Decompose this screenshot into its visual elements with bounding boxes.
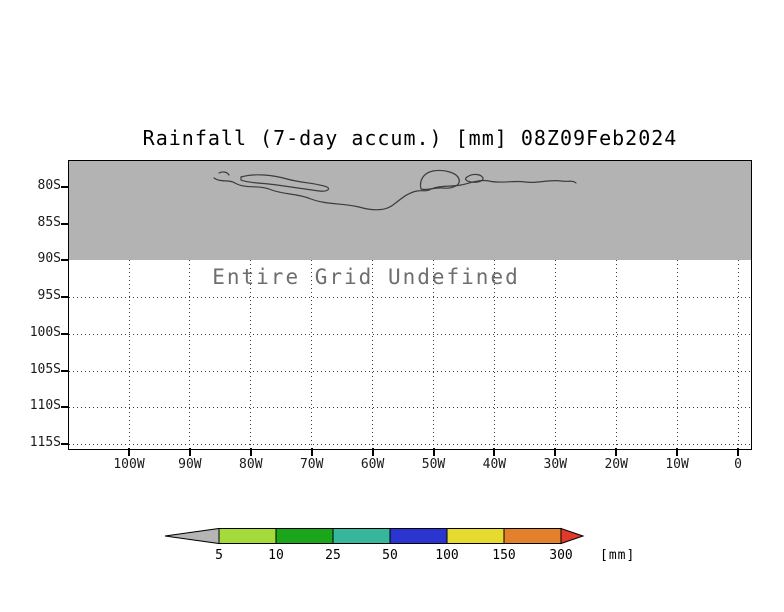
y-tick-mark	[61, 223, 69, 225]
x-tick-label: 90W	[178, 457, 202, 472]
y-tick-label: 105S	[29, 362, 61, 377]
x-tick-label: 80W	[239, 457, 263, 472]
x-tick-label: 100W	[113, 457, 145, 472]
colorbar-segment	[275, 528, 334, 544]
y-gridline	[69, 296, 750, 298]
x-tick-mark	[128, 448, 130, 456]
colorbar-level-label: 10	[268, 548, 284, 563]
x-tick-label: 20W	[604, 457, 628, 472]
y-tick-label: 85S	[37, 215, 61, 230]
colorbar-unit-label: [mm]	[600, 548, 636, 563]
colorbar-segment	[446, 528, 505, 544]
x-gridline	[311, 260, 313, 448]
y-tick-label: 115S	[29, 435, 61, 450]
colorbar-segment	[218, 528, 277, 544]
colorbar-level-label: 25	[325, 548, 341, 563]
x-tick-label: 40W	[482, 457, 507, 472]
x-tick-label: 60W	[360, 457, 385, 472]
y-tick-mark	[61, 296, 69, 298]
x-tick-label: 30W	[543, 457, 568, 472]
colorbar-arrow-right	[560, 527, 585, 545]
y-tick-mark	[61, 333, 69, 335]
x-tick-mark	[310, 448, 313, 456]
y-tick-label: 90S	[37, 251, 61, 266]
colorbar-level-label: 5	[215, 548, 223, 563]
coastline-main	[213, 177, 577, 211]
coastline-ribbon	[240, 174, 330, 192]
colorbar-arrow-left	[164, 527, 220, 545]
colorbar-scale	[164, 527, 585, 545]
y-tick-label: 100S	[29, 325, 61, 340]
y-tick-mark	[61, 443, 69, 445]
colorbar-level-label: 100	[435, 548, 459, 563]
y-tick-mark	[61, 259, 69, 261]
colorbar: [mm] 5 10 25 50 100 150 300	[163, 527, 683, 569]
x-gridline	[250, 260, 252, 448]
y-tick-label: 80S	[37, 178, 61, 193]
x-gridline	[189, 260, 191, 448]
x-tick-mark	[554, 448, 557, 456]
undefined-message: Entire Grid Undefined	[212, 265, 520, 289]
x-tick-mark	[249, 448, 252, 456]
y-gridline	[69, 443, 750, 445]
y-tick-label: 110S	[29, 398, 61, 413]
colorbar-level-label: 150	[492, 548, 516, 563]
plot-area: Entire Grid Undefined 100W 90W 80W 70W 60W 50…	[30, 160, 752, 472]
y-tick-label: 95S	[37, 288, 61, 303]
colorbar-segment	[503, 528, 562, 544]
x-gridline	[433, 260, 434, 448]
x-tick-label: 50W	[421, 457, 446, 472]
y-gridline	[69, 370, 750, 372]
y-tick-mark	[61, 186, 69, 188]
x-tick-mark	[676, 448, 679, 456]
x-tick-mark	[737, 448, 739, 456]
coastline-peninsula	[419, 169, 460, 191]
x-tick-label: 10W	[665, 457, 689, 472]
x-tick-mark	[371, 448, 374, 456]
x-tick-mark	[493, 448, 496, 456]
x-tick-mark	[432, 448, 435, 456]
coastline-contours	[213, 169, 577, 211]
colorbar-level-label: 300	[549, 548, 573, 563]
undefined-shade-band	[69, 161, 751, 260]
x-tick-label: 0	[734, 457, 742, 472]
coastline-fragment	[218, 171, 230, 176]
x-gridline	[676, 260, 678, 448]
x-gridline	[372, 260, 374, 448]
plot-title: Rainfall (7-day accum.) [mm] 08Z09Feb202…	[142, 126, 678, 150]
y-tick-mark	[61, 406, 69, 408]
colorbar-segment	[389, 528, 448, 544]
x-gridline	[554, 260, 556, 448]
x-tick-mark	[188, 448, 191, 456]
x-gridline	[493, 260, 495, 448]
x-tick-mark	[615, 448, 618, 456]
x-gridline	[128, 260, 130, 448]
x-gridline	[737, 260, 739, 448]
y-gridline	[69, 333, 750, 335]
y-tick-mark	[61, 370, 69, 372]
y-gridline	[69, 406, 750, 408]
coastline-islet	[465, 173, 484, 183]
x-tick-label: 70W	[299, 457, 324, 472]
colorbar-segment	[332, 528, 391, 544]
colorbar-level-label: 50	[382, 548, 398, 563]
x-gridline	[615, 260, 617, 448]
